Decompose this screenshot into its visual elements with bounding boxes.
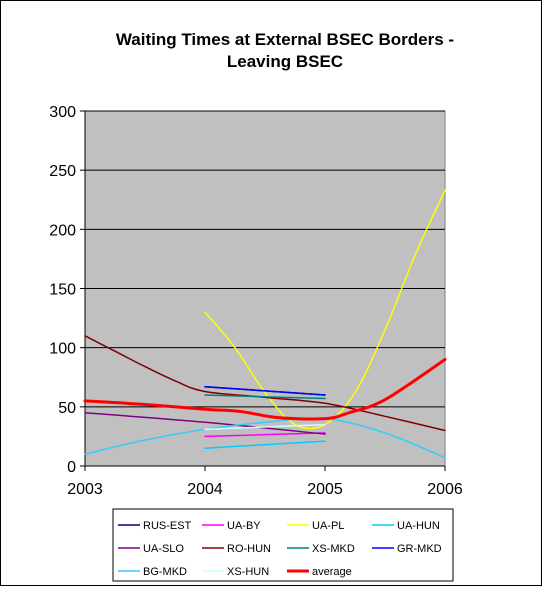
legend-label-gr-mkd: GR-MKD bbox=[397, 543, 442, 555]
legend-label-ro-hun: RO-HUN bbox=[227, 543, 271, 555]
chart-title-line-1: Waiting Times at External BSEC Borders - bbox=[116, 30, 454, 49]
legend: RUS-EST UA-BY UA-PL UA-HUN UA-SLO RO-HUN XS-MK… bbox=[113, 509, 453, 581]
chart-title-line-2: Leaving BSEC bbox=[227, 52, 343, 71]
y-tick-label: 200 bbox=[49, 222, 76, 239]
legend-label-average: average bbox=[312, 566, 352, 578]
y-tick-label: 300 bbox=[49, 104, 76, 121]
y-tick-label: 0 bbox=[67, 459, 76, 476]
x-tick-label: 2003 bbox=[67, 481, 103, 498]
legend-label-ua-slo: UA-SLO bbox=[143, 543, 184, 555]
x-tick-label: 2004 bbox=[187, 481, 223, 498]
legend-label-ua-hun: UA-HUN bbox=[397, 520, 440, 532]
legend-label-rus-est: RUS-EST bbox=[143, 520, 192, 532]
legend-label-xs-hun: XS-HUN bbox=[227, 566, 269, 578]
y-tick-label: 250 bbox=[49, 163, 76, 180]
legend-label-bg-mkd: BG-MKD bbox=[143, 566, 187, 578]
x-tick-label: 2006 bbox=[427, 481, 463, 498]
y-tick-label: 150 bbox=[49, 282, 76, 299]
y-tick-label: 100 bbox=[49, 341, 76, 358]
legend-label-ua-by: UA-BY bbox=[227, 520, 261, 532]
legend-label-xs-mkd: XS-MKD bbox=[312, 543, 355, 555]
x-tick-label: 2005 bbox=[307, 481, 343, 498]
legend-label-ua-pl: UA-PL bbox=[312, 520, 344, 532]
y-tick-label: 50 bbox=[58, 400, 76, 417]
